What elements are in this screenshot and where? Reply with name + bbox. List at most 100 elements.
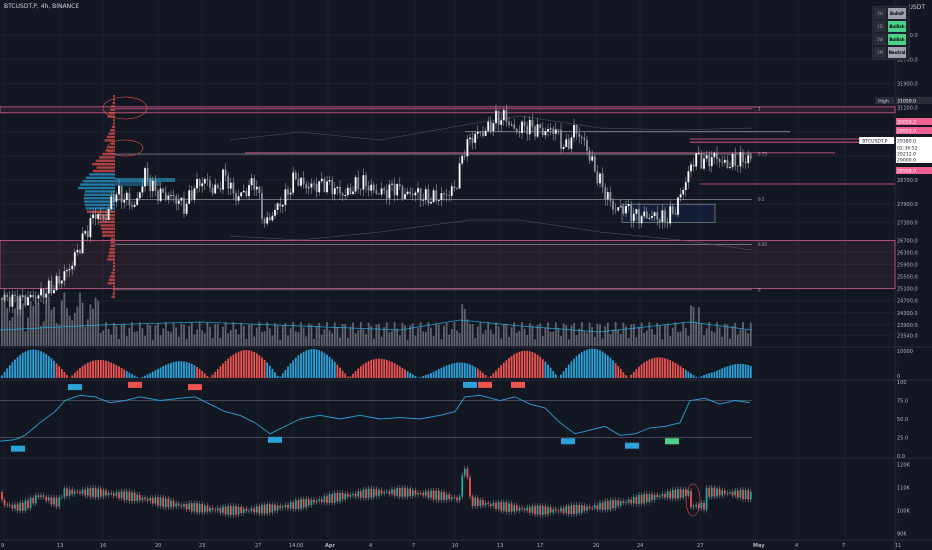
histogram-bar: [658, 357, 661, 378]
histogram-bar: [279, 376, 282, 378]
candle-body: [110, 196, 113, 210]
y-tick-label: 120K: [897, 463, 911, 469]
lower-candle-body: [474, 497, 477, 507]
lower-candle-body: [281, 507, 284, 508]
candle-body: [744, 161, 747, 164]
candle-body: [50, 280, 53, 294]
volume-bar: [354, 333, 357, 346]
lower-candle-body: [388, 491, 391, 495]
histogram-bar: [125, 371, 128, 378]
histogram-bar: [336, 364, 339, 378]
volume-bar: [71, 320, 74, 346]
lower-candle-body: [461, 475, 464, 497]
candle-body: [643, 211, 646, 217]
histogram-bar: [578, 353, 581, 378]
histogram-bar: [567, 364, 570, 378]
lower-candle-body: [734, 490, 737, 496]
lower-candle-body: [690, 490, 692, 508]
currency-label[interactable]: USDT: [908, 4, 926, 11]
volume-bar: [271, 335, 274, 346]
histogram-bar: [53, 360, 55, 378]
histogram-bar: [708, 373, 711, 378]
lower-candle-body: [305, 499, 308, 508]
candle-body: [32, 294, 35, 298]
lower-candle-body: [8, 504, 11, 506]
histogram-bar: [6, 368, 9, 378]
lower-candle-body: [560, 508, 562, 512]
candle-body: [263, 218, 266, 224]
histogram-bar: [323, 352, 326, 378]
candle-body: [89, 218, 92, 238]
volume-bar: [16, 307, 19, 346]
histogram-bar: [170, 362, 172, 378]
candle-body: [489, 121, 492, 132]
y-tick-label: 27900.0: [897, 202, 918, 208]
histogram-bar: [723, 367, 726, 378]
candle-body: [71, 265, 74, 270]
volume-bar: [609, 333, 612, 346]
candle-body: [268, 217, 271, 221]
x-tick-label: 20: [593, 543, 599, 549]
lower-candle-body: [383, 492, 386, 494]
volume-bar: [487, 322, 490, 346]
candle-body: [261, 192, 263, 219]
lower-candle-body: [253, 508, 256, 513]
volume-bar: [157, 323, 159, 346]
candle-body: [40, 288, 42, 296]
volume-profile-bar: [83, 197, 115, 200]
histogram-bar: [196, 366, 198, 378]
candle-body: [107, 209, 110, 220]
lower-candle-body: [170, 500, 172, 508]
histogram-bar: [315, 349, 318, 378]
lower-candle-body: [599, 502, 601, 510]
lower-candle-body: [656, 494, 659, 497]
price-tag: [896, 150, 932, 157]
volume-bar: [115, 325, 118, 346]
candle-body: [307, 187, 310, 189]
volume-bar: [479, 322, 482, 346]
candle-body: [658, 219, 661, 222]
candle-body: [357, 177, 360, 190]
histogram-bar: [50, 358, 53, 378]
volume-bar: [331, 333, 334, 346]
lower-candle-body: [112, 493, 115, 496]
candle-body: [677, 197, 679, 215]
lower-candle-body: [144, 497, 146, 500]
lower-candle-body: [523, 509, 526, 511]
histogram-bar: [393, 363, 396, 378]
volume-profile-bar: [100, 224, 115, 227]
histogram-bar: [437, 369, 440, 378]
volume-bar: [159, 335, 162, 346]
histogram-bar: [149, 373, 152, 378]
candle-body: [427, 189, 430, 204]
volume-bar: [536, 324, 539, 346]
volume-bar: [339, 337, 341, 346]
histogram-bar: [294, 357, 297, 378]
lower-candle-body: [526, 507, 529, 511]
volume-bar: [341, 323, 344, 346]
histogram-bar: [422, 376, 425, 378]
volume-profile-bar: [108, 112, 115, 115]
candle-body: [339, 186, 341, 194]
volume-profile-bar: [113, 265, 115, 268]
volume-bar: [427, 322, 430, 346]
histogram-bar: [554, 374, 557, 378]
histogram-bar: [682, 368, 685, 378]
lower-candle-body: [687, 490, 690, 496]
histogram-bar: [632, 371, 635, 378]
histogram-bar: [235, 352, 237, 378]
histogram-bar: [466, 363, 469, 378]
volume-bar: [323, 329, 326, 346]
histogram-bar: [276, 375, 279, 378]
histogram-bar: [653, 357, 656, 378]
volume-bar: [352, 322, 354, 346]
price-tag-text: 30059.2: [897, 120, 916, 126]
histogram-bar: [536, 354, 539, 378]
lower-candle-body: [276, 505, 279, 511]
volume-profile-bar: [111, 271, 115, 275]
volume-bar: [523, 328, 526, 346]
lower-candle-body: [430, 490, 432, 498]
candle-body: [1, 297, 3, 301]
volume-profile-bar: [110, 108, 115, 111]
